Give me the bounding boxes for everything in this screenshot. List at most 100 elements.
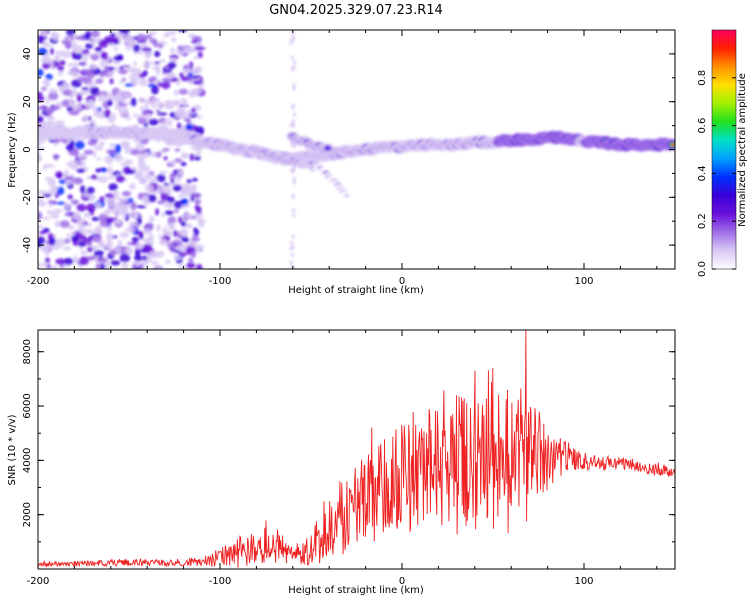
noise-blob: [185, 223, 193, 229]
noise-blob: [291, 119, 295, 124]
noise-blob: [97, 257, 109, 264]
noise-blob: [93, 145, 104, 151]
noise-blob: [83, 212, 91, 219]
noise-blob: [143, 227, 153, 235]
noise-blob: [134, 242, 144, 249]
noise-blob: [80, 185, 86, 194]
noise-blob: [138, 177, 148, 185]
noise-blob: [154, 61, 160, 65]
noise-blob: [143, 34, 153, 39]
noise-blob: [105, 208, 112, 213]
noise-blob: [179, 72, 185, 78]
noise-blob: [107, 166, 113, 175]
noise-blob: [291, 32, 295, 37]
noise-blob: [164, 210, 174, 216]
noise-blob: [140, 115, 146, 119]
spectrogram-ylabel: Frequency (Hz): [7, 112, 18, 188]
noise-blob: [56, 186, 65, 196]
noise-blob: [43, 56, 52, 64]
noise-blob: [117, 239, 123, 249]
noise-blob: [136, 205, 147, 209]
noise-blob: [164, 259, 171, 264]
noise-blob: [292, 180, 296, 185]
noise-blob: [194, 126, 205, 135]
noise-blob: [74, 35, 86, 41]
noise-blob: [71, 235, 79, 243]
noise-blob: [49, 47, 55, 55]
noise-blob: [43, 44, 54, 48]
noise-blob: [156, 224, 161, 232]
noise-blob: [75, 104, 82, 109]
noise-blob: [156, 174, 166, 183]
noise-blob: [291, 103, 295, 108]
noise-blob: [108, 202, 116, 207]
noise-blob: [59, 85, 65, 93]
noise-blob: [73, 61, 78, 70]
noise-blob: [114, 152, 121, 161]
noise-blob: [140, 47, 152, 51]
noise-blob: [180, 161, 187, 167]
noise-blob: [124, 83, 134, 87]
noise-blob: [289, 260, 293, 265]
noise-blob: [155, 109, 161, 114]
noise-blob: [136, 40, 147, 44]
noise-blob: [292, 177, 296, 182]
noise-blob: [87, 38, 94, 42]
noise-blob: [63, 89, 73, 96]
noise-blob: [115, 218, 121, 225]
noise-blob: [65, 143, 75, 152]
noise-blob: [144, 172, 152, 180]
noise-blob: [64, 202, 70, 210]
noise-blob: [114, 104, 123, 111]
noise-blob: [124, 227, 135, 232]
noise-blob: [106, 232, 114, 242]
noise-blob: [94, 202, 102, 209]
noise-blob: [170, 221, 175, 230]
noise-blob: [138, 158, 146, 166]
noise-blob: [292, 123, 295, 128]
colorbar-label: Normalized spectral amplitude: [737, 73, 748, 227]
noise-blob: [95, 168, 102, 173]
noise-blob: [38, 138, 44, 143]
noise-blob: [150, 151, 156, 158]
colorbar-gradient: [712, 30, 736, 269]
noise-blob: [59, 220, 70, 228]
x-tick-label: -200: [27, 576, 50, 587]
noise-blob: [148, 250, 159, 257]
noise-blob: [128, 221, 136, 227]
noise-blob: [57, 65, 65, 71]
noise-blob: [198, 84, 205, 89]
noise-blob: [106, 149, 117, 155]
noise-blob: [121, 191, 131, 197]
x-tick-label: -100: [209, 576, 232, 587]
noise-blob: [98, 39, 109, 48]
noise-blob: [87, 99, 96, 107]
noise-blob: [177, 195, 185, 199]
noise-blob: [143, 49, 152, 59]
y-tick-label: 8000: [22, 339, 33, 364]
noise-blob: [38, 262, 42, 268]
noise-blob: [173, 208, 179, 214]
noise-blob: [141, 255, 149, 261]
noise-blob: [43, 78, 51, 88]
noise-blob: [178, 216, 183, 224]
noise-blob: [47, 115, 55, 121]
noise-blob: [189, 153, 195, 161]
noise-blob: [38, 153, 41, 162]
noise-blob: [99, 263, 106, 269]
noise-blob: [146, 113, 152, 118]
noise-blob: [78, 62, 87, 66]
noise-blob: [98, 175, 109, 183]
noise-blob: [139, 78, 148, 87]
noise-blob: [163, 120, 168, 126]
y-tick-label: 2000: [22, 502, 33, 527]
noise-blob: [77, 225, 86, 234]
noise-blob: [42, 216, 51, 220]
noise-blob: [55, 171, 64, 179]
noise-blob: [51, 31, 60, 41]
noise-blob: [134, 249, 141, 257]
noise-blob: [98, 214, 108, 222]
noise-blob: [151, 260, 159, 266]
noise-blob: [176, 49, 186, 56]
y-tick-label: 40: [22, 48, 33, 61]
